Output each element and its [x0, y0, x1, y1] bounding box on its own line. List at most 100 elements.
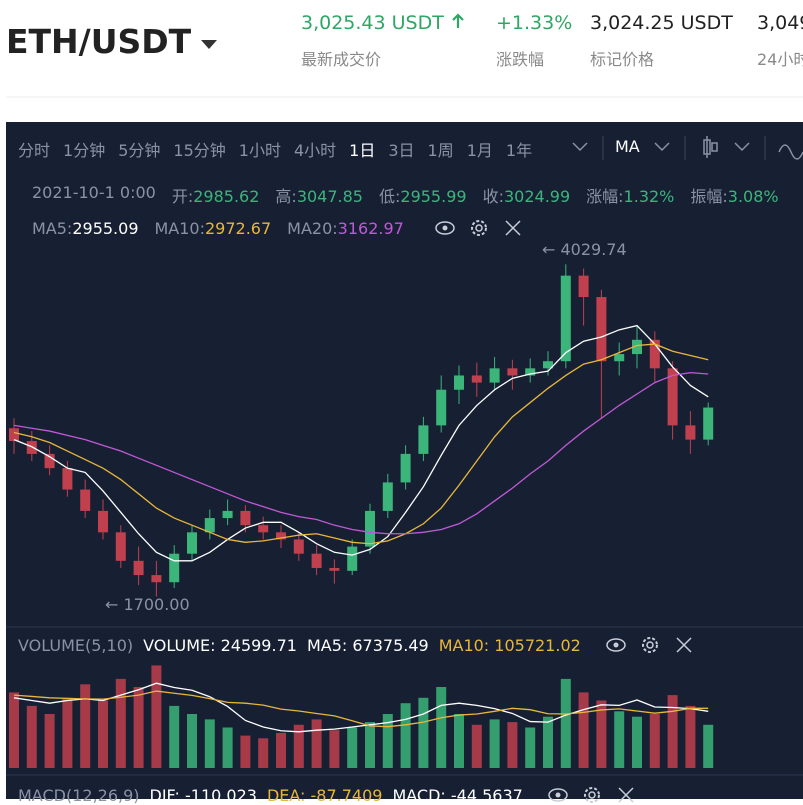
candle-body: [489, 368, 500, 383]
volume-bar: [240, 735, 251, 768]
volume-bar: [525, 727, 536, 768]
candle-body: [543, 361, 553, 369]
candle-body: [133, 560, 144, 576]
stat-value: 3,025.43 USDT: [301, 12, 466, 34]
volume-bar: [454, 714, 464, 768]
info-label: 高:: [275, 187, 297, 206]
info-field: 高:3047.85: [275, 183, 363, 207]
info-label: 收:: [482, 187, 504, 206]
candle-body: [596, 297, 607, 362]
volume-bar: [276, 732, 286, 768]
interval[interactable]: 1月: [466, 141, 493, 160]
volume-bar: [400, 703, 411, 768]
volume-bar: [187, 714, 197, 768]
indicator[interactable]: MA: [615, 137, 640, 156]
candle-body: [418, 425, 429, 454]
ma-line: [13, 371, 709, 535]
eye-icon[interactable]: [605, 636, 627, 654]
candle-body: [187, 532, 197, 554]
ma-label: MA5:: [32, 219, 73, 238]
candle-body: [9, 428, 19, 442]
ma-line: [13, 682, 709, 733]
candle-body: [293, 539, 304, 554]
info-label: 低:: [378, 187, 401, 206]
ma-label: MA20:: [287, 219, 338, 238]
info-row: 2021-10-1 0:00 开:2985.62 高:3047.85 低:2955.9…: [32, 183, 785, 207]
interval[interactable]: 3日: [388, 141, 415, 160]
interval[interactable]: 15分钟: [173, 141, 226, 160]
info-field: 低:2955.99: [379, 183, 467, 207]
settings-icon[interactable]: [468, 219, 490, 237]
stat: 3,049 24小时: [757, 12, 803, 70]
eye-icon[interactable]: [434, 219, 456, 237]
candle-body: [436, 389, 447, 426]
candle-body: [240, 510, 251, 526]
close-icon[interactable]: [673, 636, 695, 654]
volume-bar: [204, 719, 215, 768]
candle-body: [115, 532, 126, 561]
stat-value: +1.33%: [496, 12, 573, 34]
volume-item: MA5: 67375.49: [306, 636, 429, 655]
stat-value: 3,049: [757, 12, 803, 34]
volume-bar: [560, 678, 571, 768]
interval[interactable]: 分时: [18, 141, 51, 160]
info-value: 3.08%: [727, 187, 779, 206]
volume-bar: [311, 719, 322, 768]
stat-value: 3,024.25 USDT: [590, 12, 733, 34]
volume-bar: [436, 687, 447, 768]
info-field: 收:3024.99: [483, 183, 571, 207]
settings-icon[interactable]: [639, 636, 661, 654]
info-value: 2985.62: [193, 187, 260, 206]
volume-legend: VOLUME(5,10) VOLUME: 24599.71 MA5: 67375.4…: [18, 636, 695, 655]
volume-bar: [133, 687, 144, 768]
stat: 3,024.25 USDT 标记价格: [590, 12, 733, 70]
volume-item: MA10: 105721.02: [438, 636, 581, 655]
candle-body: [632, 339, 642, 355]
candle-body: [578, 275, 589, 298]
annotation: ← 4029.74: [542, 240, 627, 259]
ma-value: 2972.67: [205, 219, 272, 238]
volume-bar: [489, 719, 500, 768]
info-label: 涨幅:: [586, 187, 624, 206]
candle-body: [169, 553, 180, 583]
ma-item: MA20:3162.97: [287, 219, 404, 238]
interval[interactable]: 1小时: [238, 141, 281, 160]
stat-label: 24小时: [757, 50, 803, 69]
info-value: 2955.99: [400, 187, 467, 206]
ma-label: MA10:: [154, 219, 206, 238]
volume-bar: [703, 724, 714, 768]
volume-title: VOLUME(5,10): [18, 636, 134, 655]
volume-bar: [507, 722, 518, 768]
interval[interactable]: 1周: [427, 141, 454, 160]
stat: 3,025.43 USDT 最新成交价: [301, 12, 466, 70]
volume-bar: [543, 716, 553, 768]
volume-bar: [382, 714, 393, 768]
info-label: 开:: [171, 187, 194, 206]
candle-body: [667, 368, 678, 426]
volume-bar: [632, 716, 642, 768]
close-icon[interactable]: [502, 219, 524, 237]
interval[interactable]: 4小时: [293, 141, 337, 160]
volume-bar: [596, 700, 607, 768]
volume-bar: [649, 714, 660, 768]
interval[interactable]: 1分钟: [63, 141, 106, 160]
interval[interactable]: 1年: [505, 141, 533, 160]
volume-bar: [26, 705, 37, 768]
interval[interactable]: 1日: [349, 141, 376, 160]
info-date: 2021-10-1 0:00: [32, 183, 156, 202]
volume-item: VOLUME: 24599.71: [143, 636, 297, 655]
ma-line: [13, 343, 709, 545]
ma-item: MA5:2955.09: [32, 219, 139, 238]
volume-bar: [151, 665, 162, 768]
volume-bar: [169, 705, 180, 768]
toolbar: 分时 1分钟 5分钟 15分钟 1小时 4小时 1日 3日 1周 1月 1年: [18, 137, 532, 161]
candle-body: [454, 375, 464, 390]
pair-title[interactable]: ETH/USDT: [6, 22, 192, 61]
interval[interactable]: 5分钟: [118, 141, 161, 160]
stat-label: 标记价格: [590, 50, 655, 69]
volume-bar: [62, 697, 73, 768]
volume-bar: [44, 714, 55, 768]
candle-body: [382, 482, 393, 511]
